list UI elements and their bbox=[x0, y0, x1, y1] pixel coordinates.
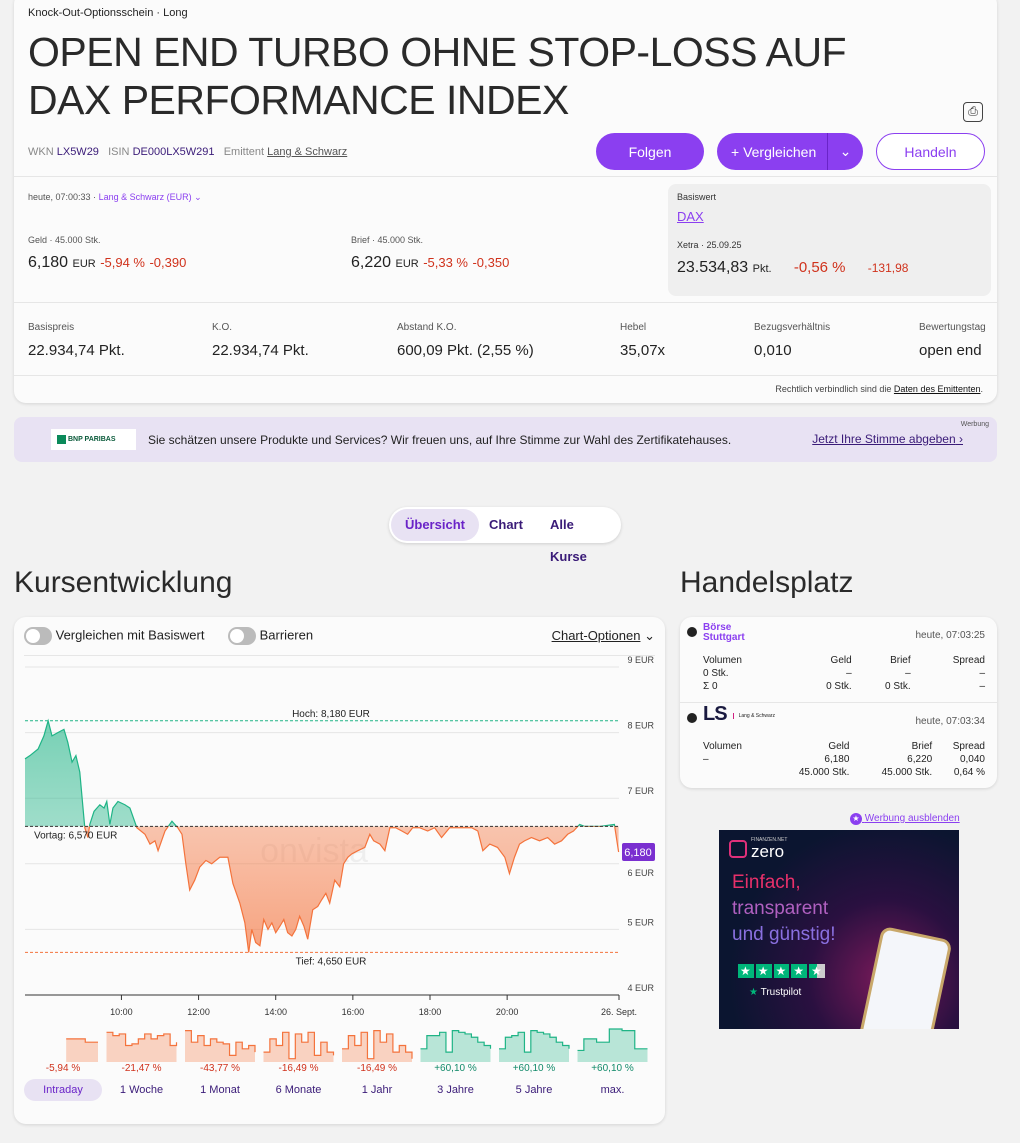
range-sparkline bbox=[185, 1030, 256, 1062]
y-tick-label: 5 EUR bbox=[627, 917, 654, 927]
range-3-jahre[interactable]: 3 Jahre bbox=[437, 1084, 474, 1096]
x-tick-label: 26. Sept. bbox=[601, 1007, 637, 1017]
hide-ads-link[interactable]: ★ Werbung ausblenden bbox=[850, 813, 960, 825]
chevron-down-icon[interactable]: ⌄ bbox=[827, 133, 863, 170]
phone-image bbox=[857, 925, 953, 1029]
range-change: -16,49 % bbox=[356, 1063, 398, 1074]
last-price-badge bbox=[622, 842, 655, 861]
clock-icon bbox=[687, 627, 697, 637]
range-intraday[interactable]: Intraday bbox=[24, 1079, 102, 1101]
y-tick-label: 6 EUR bbox=[627, 868, 654, 878]
view-tabs: Übersicht Chart Alle Kurse bbox=[389, 507, 621, 564]
range-change: +60,10 % bbox=[591, 1063, 634, 1074]
y-tick-label: 4 EUR bbox=[627, 983, 654, 993]
trade-button[interactable]: Handeln bbox=[876, 133, 985, 170]
underlying-box: Basiswert DAX Xetra · 25.09.25 23.534,83… bbox=[668, 184, 991, 296]
tab-chart[interactable]: Chart bbox=[489, 517, 523, 532]
product-header-card: Knock-Out-Optionsschein · Long OPEN END … bbox=[14, 0, 997, 403]
trustpilot-stars: ★ ★ ★ ★ ★ bbox=[738, 964, 825, 978]
bnp-logo: BNP PARIBAS bbox=[51, 429, 136, 450]
range-sparkline bbox=[66, 1038, 98, 1062]
key-fact: Basispreis 22.934,74 Pkt. bbox=[28, 322, 125, 359]
tab-all-quotes[interactable]: Alle Kurse bbox=[550, 517, 587, 564]
range-6-monate[interactable]: 6 Monate bbox=[275, 1084, 322, 1096]
print-icon[interactable]: ⎙ bbox=[963, 102, 983, 122]
y-tick-label: 9 EUR bbox=[627, 655, 654, 665]
section-title-venues: Handelsplatz bbox=[680, 566, 854, 599]
high-label: Hoch: 8,180 EUR bbox=[292, 709, 370, 720]
compare-button[interactable]: + Vergleichen ⌄ bbox=[717, 133, 863, 170]
key-fact: Hebel 35,07x bbox=[620, 322, 666, 359]
y-tick-label: 7 EUR bbox=[627, 786, 654, 796]
range-sparkline bbox=[342, 1030, 413, 1062]
ad-label: Werbung bbox=[960, 421, 989, 428]
barriers-toggle[interactable]: Barrieren bbox=[228, 627, 313, 645]
range-1-jahr[interactable]: 1 Jahr bbox=[361, 1084, 393, 1096]
x-tick-label: 20:00 bbox=[496, 1007, 519, 1017]
range-sparkline bbox=[263, 1031, 335, 1062]
range-change: -5,94 % bbox=[45, 1063, 81, 1074]
key-fact: Abstand K.O. 600,09 Pkt. (2,55 %) bbox=[397, 322, 534, 359]
chart-options-dropdown[interactable]: Chart-Optionen ⌄ bbox=[551, 628, 655, 643]
y-tick-label: 8 EUR bbox=[627, 721, 654, 731]
range-max-[interactable]: max. bbox=[600, 1084, 625, 1096]
range-change: +60,10 % bbox=[434, 1063, 477, 1074]
venue-logo: Börse Stuttgart bbox=[703, 622, 745, 643]
ask-block: Brief · 45.000 Stk. 6,220 EUR -5,33 % -0… bbox=[351, 235, 510, 271]
underlying-link[interactable]: DAX bbox=[677, 209, 704, 224]
legal-note: Rechtlich verbindlich sind die Daten des… bbox=[775, 384, 983, 394]
bid-block: Geld · 45.000 Stk. 6,180 EUR -5,94 % -0,… bbox=[28, 235, 187, 271]
chart-card: Vergleichen mit Basiswert Barrieren Char… bbox=[14, 617, 665, 1124]
range-change: -21,47 % bbox=[121, 1063, 162, 1074]
identifiers: WKN LX5W29 ISIN DE000LX5W291 Emittent La… bbox=[28, 146, 348, 158]
key-fact: K.O. 22.934,74 Pkt. bbox=[212, 322, 309, 359]
range-sparkline bbox=[420, 1030, 492, 1062]
price-line-down bbox=[84, 826, 620, 953]
star-icon: ★ bbox=[850, 813, 862, 825]
key-fact: Bewertungstag open end bbox=[919, 322, 986, 359]
range-sparkline bbox=[106, 1031, 178, 1062]
emittent-link[interactable]: Lang & Schwarz bbox=[267, 146, 348, 158]
range-5-jahre[interactable]: 5 Jahre bbox=[515, 1084, 553, 1096]
tab-overview[interactable]: Übersicht bbox=[391, 509, 479, 541]
prev-label: Vortag: 6,570 EUR bbox=[34, 830, 117, 841]
x-tick-label: 10:00 bbox=[110, 1007, 133, 1017]
venue-logo: LS Lang & Schwarz bbox=[703, 703, 775, 725]
chevron-down-icon: ⌄ bbox=[644, 628, 655, 643]
range-1-woche[interactable]: 1 Woche bbox=[119, 1084, 164, 1096]
price-line-up bbox=[24, 718, 616, 827]
compare-underlying-toggle[interactable]: Vergleichen mit Basiswert bbox=[24, 627, 204, 645]
venues-card: Börse Stuttgart heute, 07:03:25 Volumen G… bbox=[680, 617, 997, 788]
low-label: Tief: 4,650 EUR bbox=[296, 956, 367, 967]
range-sparkline bbox=[499, 1030, 570, 1062]
quote-source[interactable]: heute, 07:00:33 · Lang & Schwarz (EUR) ⌄ bbox=[28, 192, 202, 202]
product-category: Knock-Out-Optionsschein · Long bbox=[28, 7, 188, 19]
issuer-data-link[interactable]: Daten des Emittenten bbox=[893, 384, 981, 394]
x-tick-label: 18:00 bbox=[419, 1007, 442, 1017]
range-change: -43,77 % bbox=[199, 1063, 241, 1074]
range-1-monat[interactable]: 1 Monat bbox=[200, 1084, 240, 1096]
banner-text: Sie schätzen unsere Produkte und Service… bbox=[148, 432, 732, 447]
x-tick-label: 12:00 bbox=[187, 1007, 210, 1017]
vote-link[interactable]: Jetzt Ihre Stimme abgeben › bbox=[812, 432, 963, 446]
page-title: OPEN END TURBO OHNE STOP-LOSS AUF DAX PER… bbox=[28, 29, 847, 123]
last-price-label: 6,180 bbox=[624, 847, 652, 859]
range-change: -16,49 % bbox=[278, 1063, 319, 1074]
promo-banner[interactable]: BNP PARIBAS Sie schätzen unsere Produkte… bbox=[14, 417, 997, 462]
advertisement[interactable]: FINANZEN.NET zero Einfach, transparent und… bbox=[719, 830, 959, 1029]
clock-icon bbox=[687, 713, 697, 723]
range-change: +60,10 % bbox=[512, 1063, 556, 1074]
x-tick-label: 16:00 bbox=[342, 1007, 365, 1017]
chevron-down-icon[interactable]: ⌄ bbox=[194, 192, 202, 202]
range-sparkline bbox=[577, 1028, 648, 1062]
follow-button[interactable]: Folgen bbox=[596, 133, 704, 170]
zero-logo-icon bbox=[729, 840, 747, 858]
x-tick-label: 14:00 bbox=[264, 1007, 287, 1017]
section-title-chart: Kursentwicklung bbox=[14, 566, 233, 599]
key-fact: Bezugsverhältnis 0,010 bbox=[754, 322, 831, 359]
